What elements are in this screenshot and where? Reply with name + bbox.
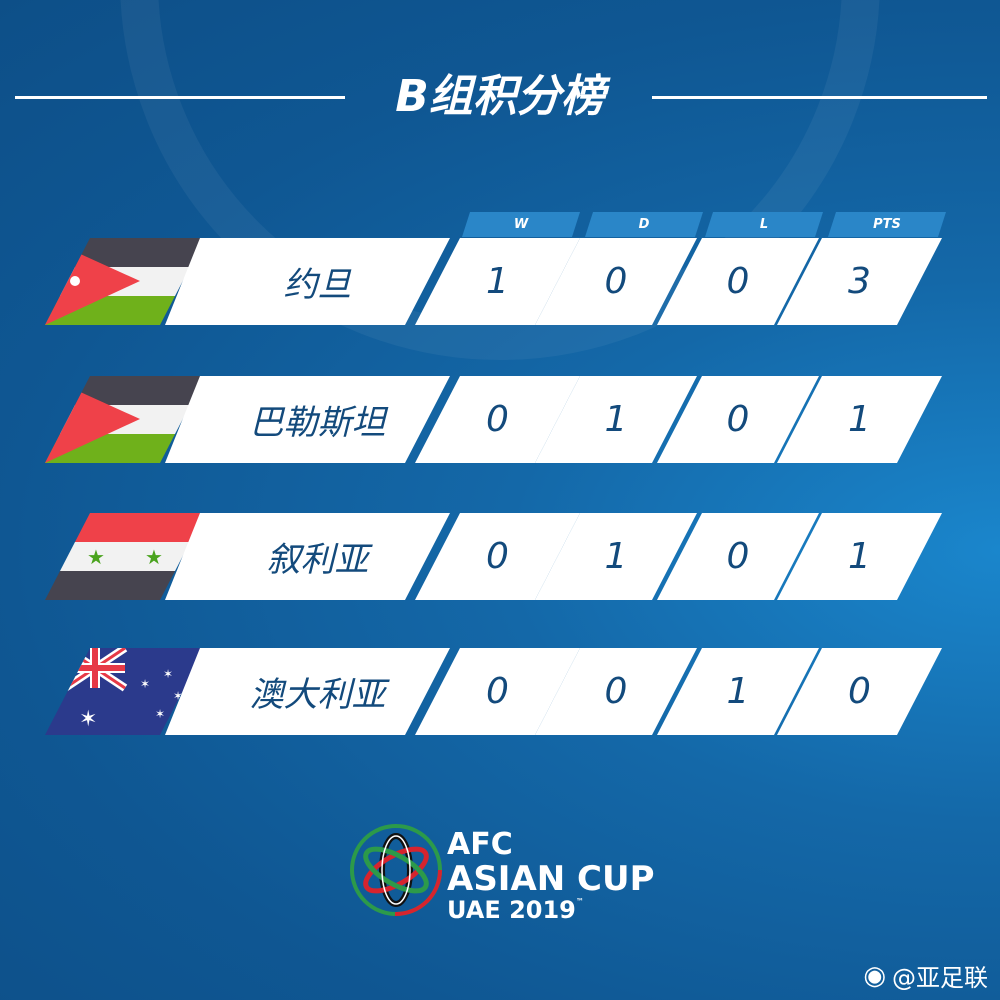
team-name: 澳大利亚: [165, 648, 450, 735]
team-name: 巴勒斯坦: [165, 376, 450, 463]
svg-text:★: ★: [87, 545, 105, 569]
header-d: D: [585, 212, 703, 237]
svg-text:★: ★: [145, 545, 163, 569]
standings-row: 巴勒斯坦 0 1 0 1: [0, 376, 1000, 463]
asian-cup-emblem-icon: [350, 824, 442, 916]
team-name: 约旦: [165, 238, 450, 325]
asian-cup-wordmark: AFC ASIAN CUP UAE 2019™: [447, 827, 655, 924]
title-divider-left: [15, 96, 345, 99]
standings-row: ✶ ✶ ✶ ✶ ✶ 澳大利亚 0 0 1 0: [0, 648, 1000, 735]
svg-text:✶: ✶: [173, 689, 183, 703]
svg-text:✶: ✶: [163, 667, 173, 681]
svg-text:✶: ✶: [140, 677, 150, 691]
header-w: W: [462, 212, 580, 237]
weibo-icon: ◉: [863, 960, 886, 991]
standings-row: 约旦 1 0 0 3: [0, 238, 1000, 325]
title-divider-right: [652, 96, 987, 99]
weibo-watermark: ◉ @亚足联: [863, 960, 988, 993]
standings-row: ★ ★ 叙利亚 0 1 0 1: [0, 513, 1000, 600]
svg-text:✶: ✶: [79, 707, 97, 732]
header-pts: PTS: [828, 212, 946, 237]
page-title: B组积分榜: [395, 71, 605, 122]
svg-text:✶: ✶: [155, 707, 165, 721]
header-l: L: [705, 212, 823, 237]
team-name: 叙利亚: [165, 513, 450, 600]
